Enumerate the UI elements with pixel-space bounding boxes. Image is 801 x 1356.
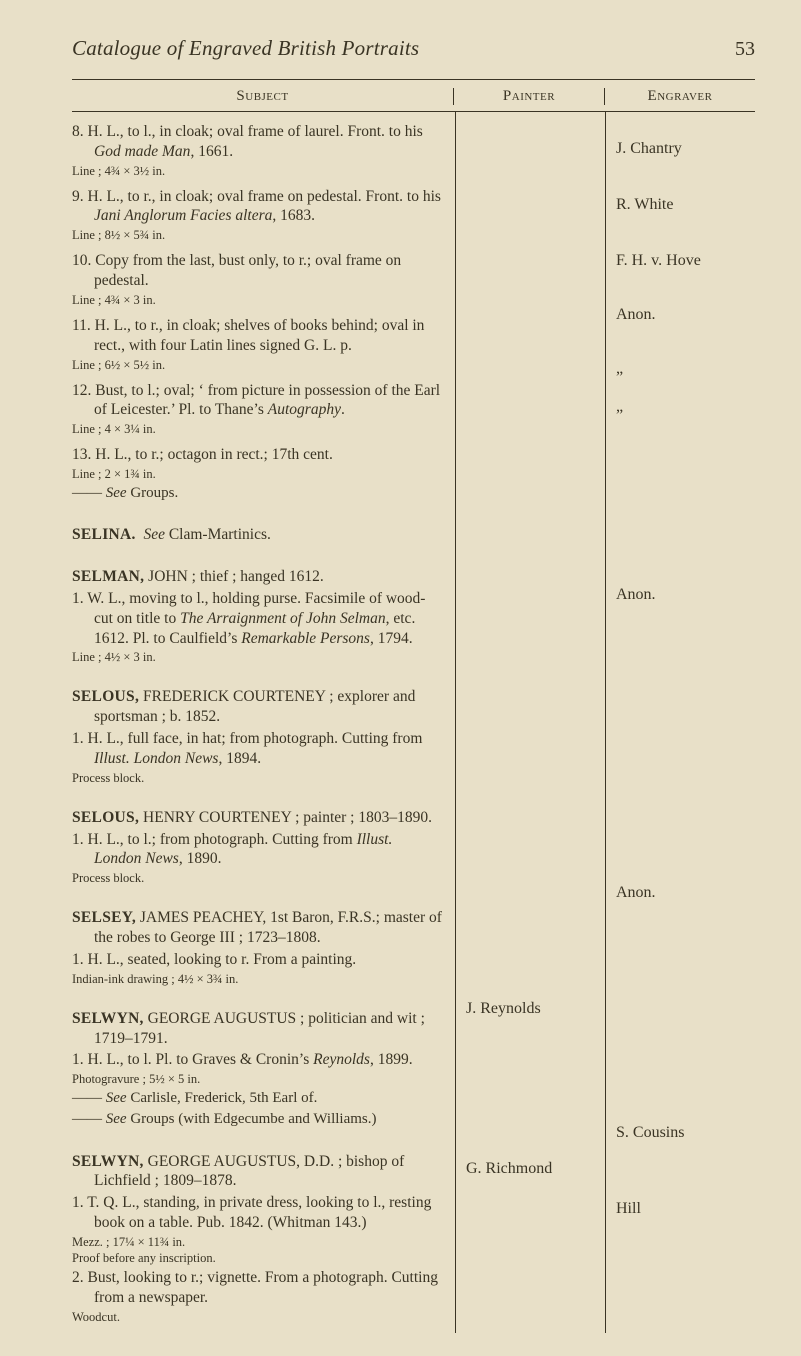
entry-sub: 1. T. Q. L., standing, in private dress,…	[72, 1193, 443, 1233]
entry-dims: Line ; 4¾ × 3 in.	[72, 292, 443, 308]
subject-column: 8. H. L., to l., in cloak; oval frame of…	[72, 112, 455, 1333]
painter-richmond: G. Richmond	[466, 1160, 597, 1178]
entry-dims: Process block.	[72, 770, 443, 786]
entry-text: SELOUS, HENRY COURTENEY ; painter ; 1803…	[72, 808, 443, 828]
entry-text: SELWYN, GEORGE AUGUSTUS ; politician and…	[72, 1009, 443, 1049]
see-groups: —— See Groups.	[72, 484, 443, 503]
running-title: Catalogue of Engraved British Portraits	[72, 36, 419, 61]
entry-10: 10. Copy from the last, bust only, to r.…	[72, 251, 443, 308]
entry-dims: Line ; 4¾ × 3½ in.	[72, 163, 443, 179]
col-head-painter: Painter	[453, 88, 604, 105]
entry-text: 9. H. L., to r., in cloak; oval frame on…	[72, 187, 443, 227]
see-carlisle: —— See Carlisle, Frederick, 5th Earl of.	[72, 1089, 443, 1108]
entry-8: 8. H. L., to l., in cloak; oval frame of…	[72, 122, 443, 179]
entry-11: 11. H. L., to r., in cloak; shelves of b…	[72, 316, 443, 373]
entry-dims: Line ; 4 × 3¼ in.	[72, 421, 443, 437]
entry-text: 11. H. L., to r., in cloak; shelves of b…	[72, 316, 443, 356]
entry-dims: Line ; 2 × 1¾ in.	[72, 466, 443, 482]
book-page: Catalogue of Engraved British Portraits …	[0, 0, 801, 1356]
engraver-chantry: J. Chantry	[616, 140, 747, 158]
entry-text: 12. Bust, to l.; oval; ‘ from picture in…	[72, 381, 443, 421]
entry-dims: Indian-ink drawing ; 4½ × 3¾ in.	[72, 971, 443, 987]
column-headers-row: Subject Painter Engraver	[72, 84, 755, 112]
see-groups-edgecumbe: —— See Groups (with Edgecumbe and Willia…	[72, 1110, 443, 1129]
entry-selman: SELMAN, JOHN ; thief ; hanged 1612. 1. W…	[72, 567, 443, 665]
entry-dims-2: Woodcut.	[72, 1309, 443, 1325]
painter-column: J. Reynolds G. Richmond	[455, 112, 605, 1333]
entry-dims: Line ; 4½ × 3 in.	[72, 649, 443, 665]
engraver-column: J. Chantry R. White F. H. v. Hove Anon. …	[605, 112, 755, 1333]
painter-reynolds: J. Reynolds	[466, 1000, 597, 1018]
entry-13: 13. H. L., to r.; octagon in rect.; 17th…	[72, 445, 443, 503]
engraver-cousins: S. Cousins	[616, 1124, 747, 1142]
entry-dims: Process block.	[72, 870, 443, 886]
top-rule	[72, 79, 755, 80]
content-row: 8. H. L., to l., in cloak; oval frame of…	[72, 112, 755, 1333]
entry-text: SELSEY, JAMES PEACHEY, 1st Baron, F.R.S.…	[72, 908, 443, 948]
page-number: 53	[735, 38, 755, 61]
engraver-hove: F. H. v. Hove	[616, 252, 747, 270]
entry-text: SELMAN, JOHN ; thief ; hanged 1612.	[72, 567, 443, 587]
entry-sub: 1. H. L., full face, in hat; from photog…	[72, 729, 443, 769]
entry-selwyn-bishop: SELWYN, GEORGE AUGUSTUS, D.D. ; bishop o…	[72, 1152, 443, 1325]
entry-text: 8. H. L., to l., in cloak; oval frame of…	[72, 122, 443, 162]
col-head-subject: Subject	[72, 88, 453, 105]
entry-sub: 1. H. L., seated, looking to r. From a p…	[72, 950, 443, 970]
entry-dims: Photogravure ; 5½ × 5 in.	[72, 1071, 443, 1087]
engraver-anon-1: Anon.	[616, 306, 747, 324]
col-head-engraver: Engraver	[604, 88, 755, 105]
entry-selina: SELINA. See Clam-Martinics.	[72, 525, 443, 545]
entry-selwyn-politician: SELWYN, GEORGE AUGUSTUS ; politician and…	[72, 1009, 443, 1130]
engraver-anon-2: Anon.	[616, 586, 747, 604]
entry-text: SELINA. See Clam-Martinics.	[72, 525, 443, 545]
entry-sub: 1. H. L., to l. Pl. to Graves & Cronin’s…	[72, 1050, 443, 1070]
entry-text: 13. H. L., to r.; octagon in rect.; 17th…	[72, 445, 443, 465]
engraver-white: R. White	[616, 196, 747, 214]
entry-sub: 1. H. L., to l.; from photograph. Cuttin…	[72, 830, 443, 870]
entry-sub-2: 2. Bust, looking to r.; vignette. From a…	[72, 1268, 443, 1308]
entry-text: 10. Copy from the last, bust only, to r.…	[72, 251, 443, 291]
entry-text: SELWYN, GEORGE AUGUSTUS, D.D. ; bishop o…	[72, 1152, 443, 1192]
entry-selsey: SELSEY, JAMES PEACHEY, 1st Baron, F.R.S.…	[72, 908, 443, 986]
entry-dims: Line ; 8½ × 5¾ in.	[72, 227, 443, 243]
entry-text: SELOUS, FREDERICK COURTENEY ; explorer a…	[72, 687, 443, 727]
entry-selous-henry: SELOUS, HENRY COURTENEY ; painter ; 1803…	[72, 808, 443, 886]
entry-sub: 1. W. L., moving to l., holding purse. F…	[72, 589, 443, 648]
engraver-hill: Hill	[616, 1200, 747, 1218]
entry-9: 9. H. L., to r., in cloak; oval frame on…	[72, 187, 443, 244]
engraver-ditto-2: „	[616, 398, 747, 416]
entry-12: 12. Bust, to l.; oval; ‘ from picture in…	[72, 381, 443, 438]
page-header: Catalogue of Engraved British Portraits …	[72, 36, 755, 61]
entry-selous-frederick: SELOUS, FREDERICK COURTENEY ; explorer a…	[72, 687, 443, 785]
engraver-anon-3: Anon.	[616, 884, 747, 902]
engraver-ditto-1: „	[616, 360, 747, 378]
entry-dims: Mezz. ; 17¼ × 11¾ in.Proof before any in…	[72, 1234, 443, 1266]
entry-dims: Line ; 6½ × 5½ in.	[72, 357, 443, 373]
